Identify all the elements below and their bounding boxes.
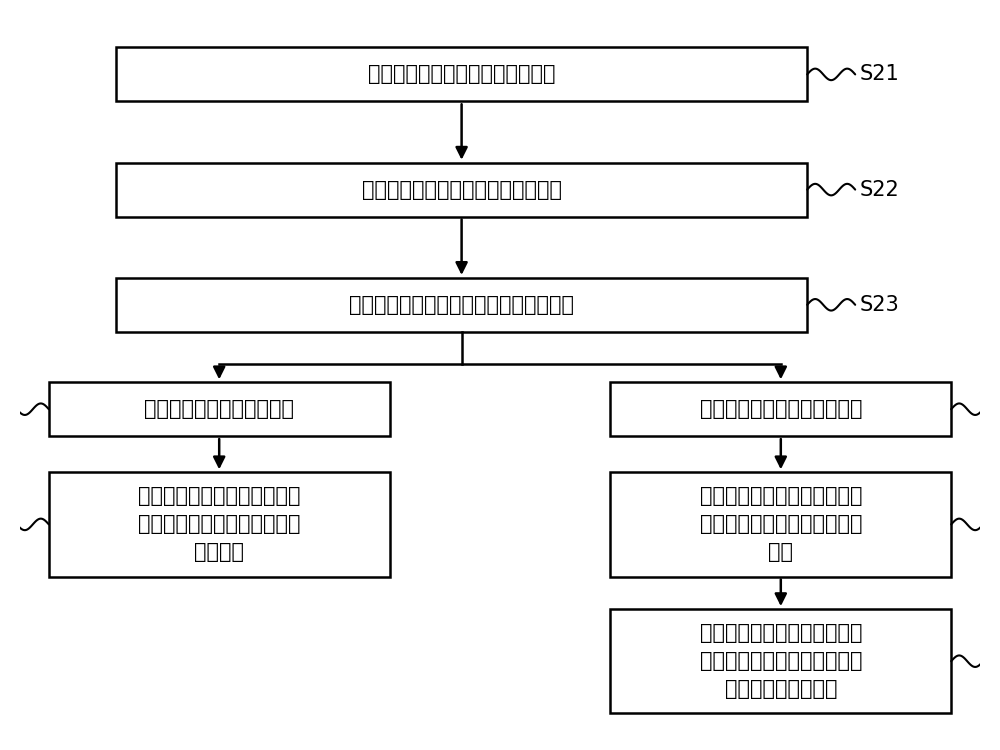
Text: 获取主显示屏的画面切换指令: 获取主显示屏的画面切换指令 bbox=[700, 399, 862, 419]
Text: S23: S23 bbox=[860, 295, 900, 315]
Text: 调整多屏配置信息，并将调整
后的多屏配置信息发送给云电
脑服务器: 调整多屏配置信息，并将调整 后的多屏配置信息发送给云电 脑服务器 bbox=[138, 487, 300, 562]
Text: S22: S22 bbox=[860, 179, 900, 200]
Text: 将多个显示画面分别显示于不同的显示屏: 将多个显示画面分别显示于不同的显示屏 bbox=[349, 295, 574, 315]
FancyBboxPatch shape bbox=[49, 382, 390, 436]
FancyBboxPatch shape bbox=[116, 278, 807, 332]
FancyBboxPatch shape bbox=[116, 163, 807, 217]
FancyBboxPatch shape bbox=[610, 472, 951, 577]
Text: S21: S21 bbox=[860, 64, 900, 85]
Text: 将合成画面至少分割成多个显示画面: 将合成画面至少分割成多个显示画面 bbox=[362, 179, 562, 200]
FancyBboxPatch shape bbox=[610, 609, 951, 713]
Text: 获取显示屏的画面关闭指令: 获取显示屏的画面关闭指令 bbox=[144, 399, 294, 419]
Text: 获取云电脑服务器发送的合成画面: 获取云电脑服务器发送的合成画面 bbox=[368, 64, 555, 85]
FancyBboxPatch shape bbox=[116, 47, 807, 101]
Text: 将主显示画面显示于主显示屏
，以及将剩余的显示画面分别
显示于剩余的显示屏: 将主显示画面显示于主显示屏 ，以及将剩余的显示画面分别 显示于剩余的显示屏 bbox=[700, 623, 862, 699]
FancyBboxPatch shape bbox=[610, 382, 951, 436]
FancyBboxPatch shape bbox=[49, 472, 390, 577]
Text: 根据画面切换指令，在剩余的
显示画面中重新确定一主显示
画面: 根据画面切换指令，在剩余的 显示画面中重新确定一主显示 画面 bbox=[700, 487, 862, 562]
